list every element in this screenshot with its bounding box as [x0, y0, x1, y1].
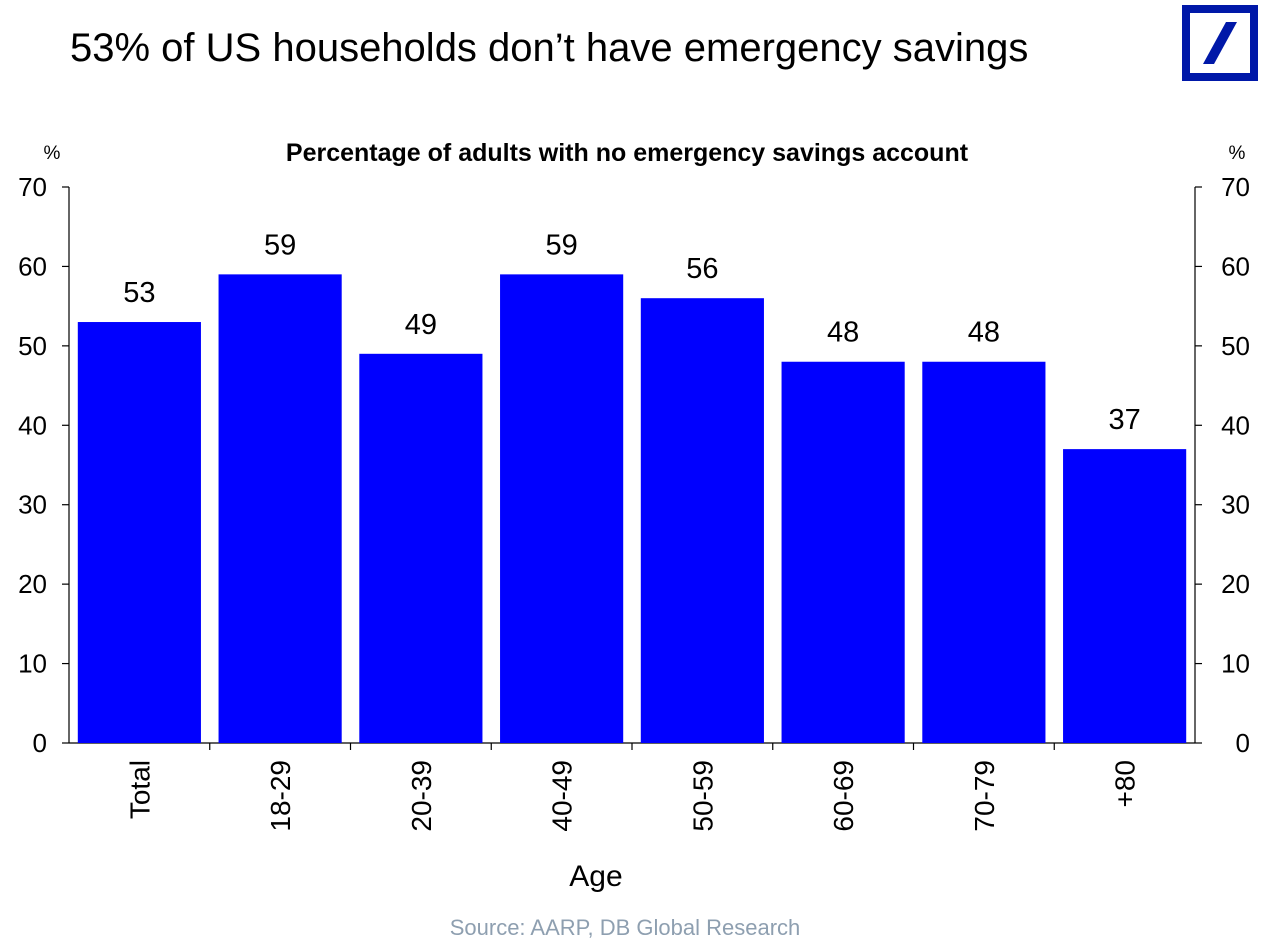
deutsche-bank-logo-icon: [1182, 5, 1258, 81]
bar: [500, 274, 624, 743]
bar-value-label: 48: [827, 317, 859, 349]
bar-value-label: 49: [405, 309, 437, 341]
y-tick-label-right: 70: [1221, 172, 1250, 202]
bar-value-label: 48: [968, 317, 1000, 349]
x-tick-label: 18-29: [265, 760, 296, 832]
y-tick-label-right: 50: [1221, 331, 1250, 361]
x-tick-label: 40-49: [547, 760, 578, 832]
bar-value-label: 59: [545, 229, 577, 261]
bar-value-label: 53: [123, 277, 155, 309]
x-axis-title: Age: [569, 860, 622, 893]
x-tick-label: 70-79: [969, 760, 1000, 832]
source-note: Source: AARP, DB Global Research: [449, 915, 801, 940]
x-tick-label: +80: [1110, 760, 1141, 808]
y-tick-label-right: 40: [1221, 410, 1250, 440]
y-tick-label-left: 60: [18, 251, 47, 281]
y-tick-label-left: 40: [18, 410, 47, 440]
y-axis-unit-left: %: [44, 143, 61, 164]
x-tick-label: Total: [124, 760, 155, 819]
x-tick-label: 20-39: [406, 760, 437, 832]
y-tick-label-left: 50: [18, 331, 47, 361]
y-tick-label-right: 0: [1236, 728, 1250, 758]
bar-value-label: 59: [264, 229, 296, 261]
y-tick-label-right: 30: [1221, 490, 1250, 520]
bar: [359, 353, 483, 743]
y-tick-label-left: 10: [18, 649, 47, 679]
plot-area: 0 0 10 10 20 20 30 30 40 40 50 50 60 60 70 70 53 Total 59 1…: [18, 172, 1250, 832]
bar: [922, 361, 1046, 743]
y-tick-label-right: 20: [1221, 569, 1250, 599]
y-tick-label-left: 70: [18, 172, 47, 202]
page-title: 53% of US households don’t have emergenc…: [70, 26, 1029, 70]
bar: [77, 322, 201, 743]
chart-title: Percentage of adults with no emergency s…: [286, 139, 969, 167]
bar: [640, 298, 764, 743]
y-axis-unit-right: %: [1229, 143, 1246, 164]
y-tick-label-left: 30: [18, 490, 47, 520]
bar: [781, 361, 905, 743]
bar-value-label: 56: [686, 253, 718, 285]
y-tick-label-left: 20: [18, 569, 47, 599]
bar: [1063, 449, 1187, 743]
x-tick-label: 60-69: [828, 760, 859, 832]
y-tick-label-right: 10: [1221, 649, 1250, 679]
y-tick-label-right: 60: [1221, 251, 1250, 281]
y-tick-label-left: 0: [33, 728, 47, 758]
bar-value-label: 37: [1108, 404, 1140, 436]
bar: [218, 274, 342, 743]
x-tick-label: 50-59: [687, 760, 718, 832]
